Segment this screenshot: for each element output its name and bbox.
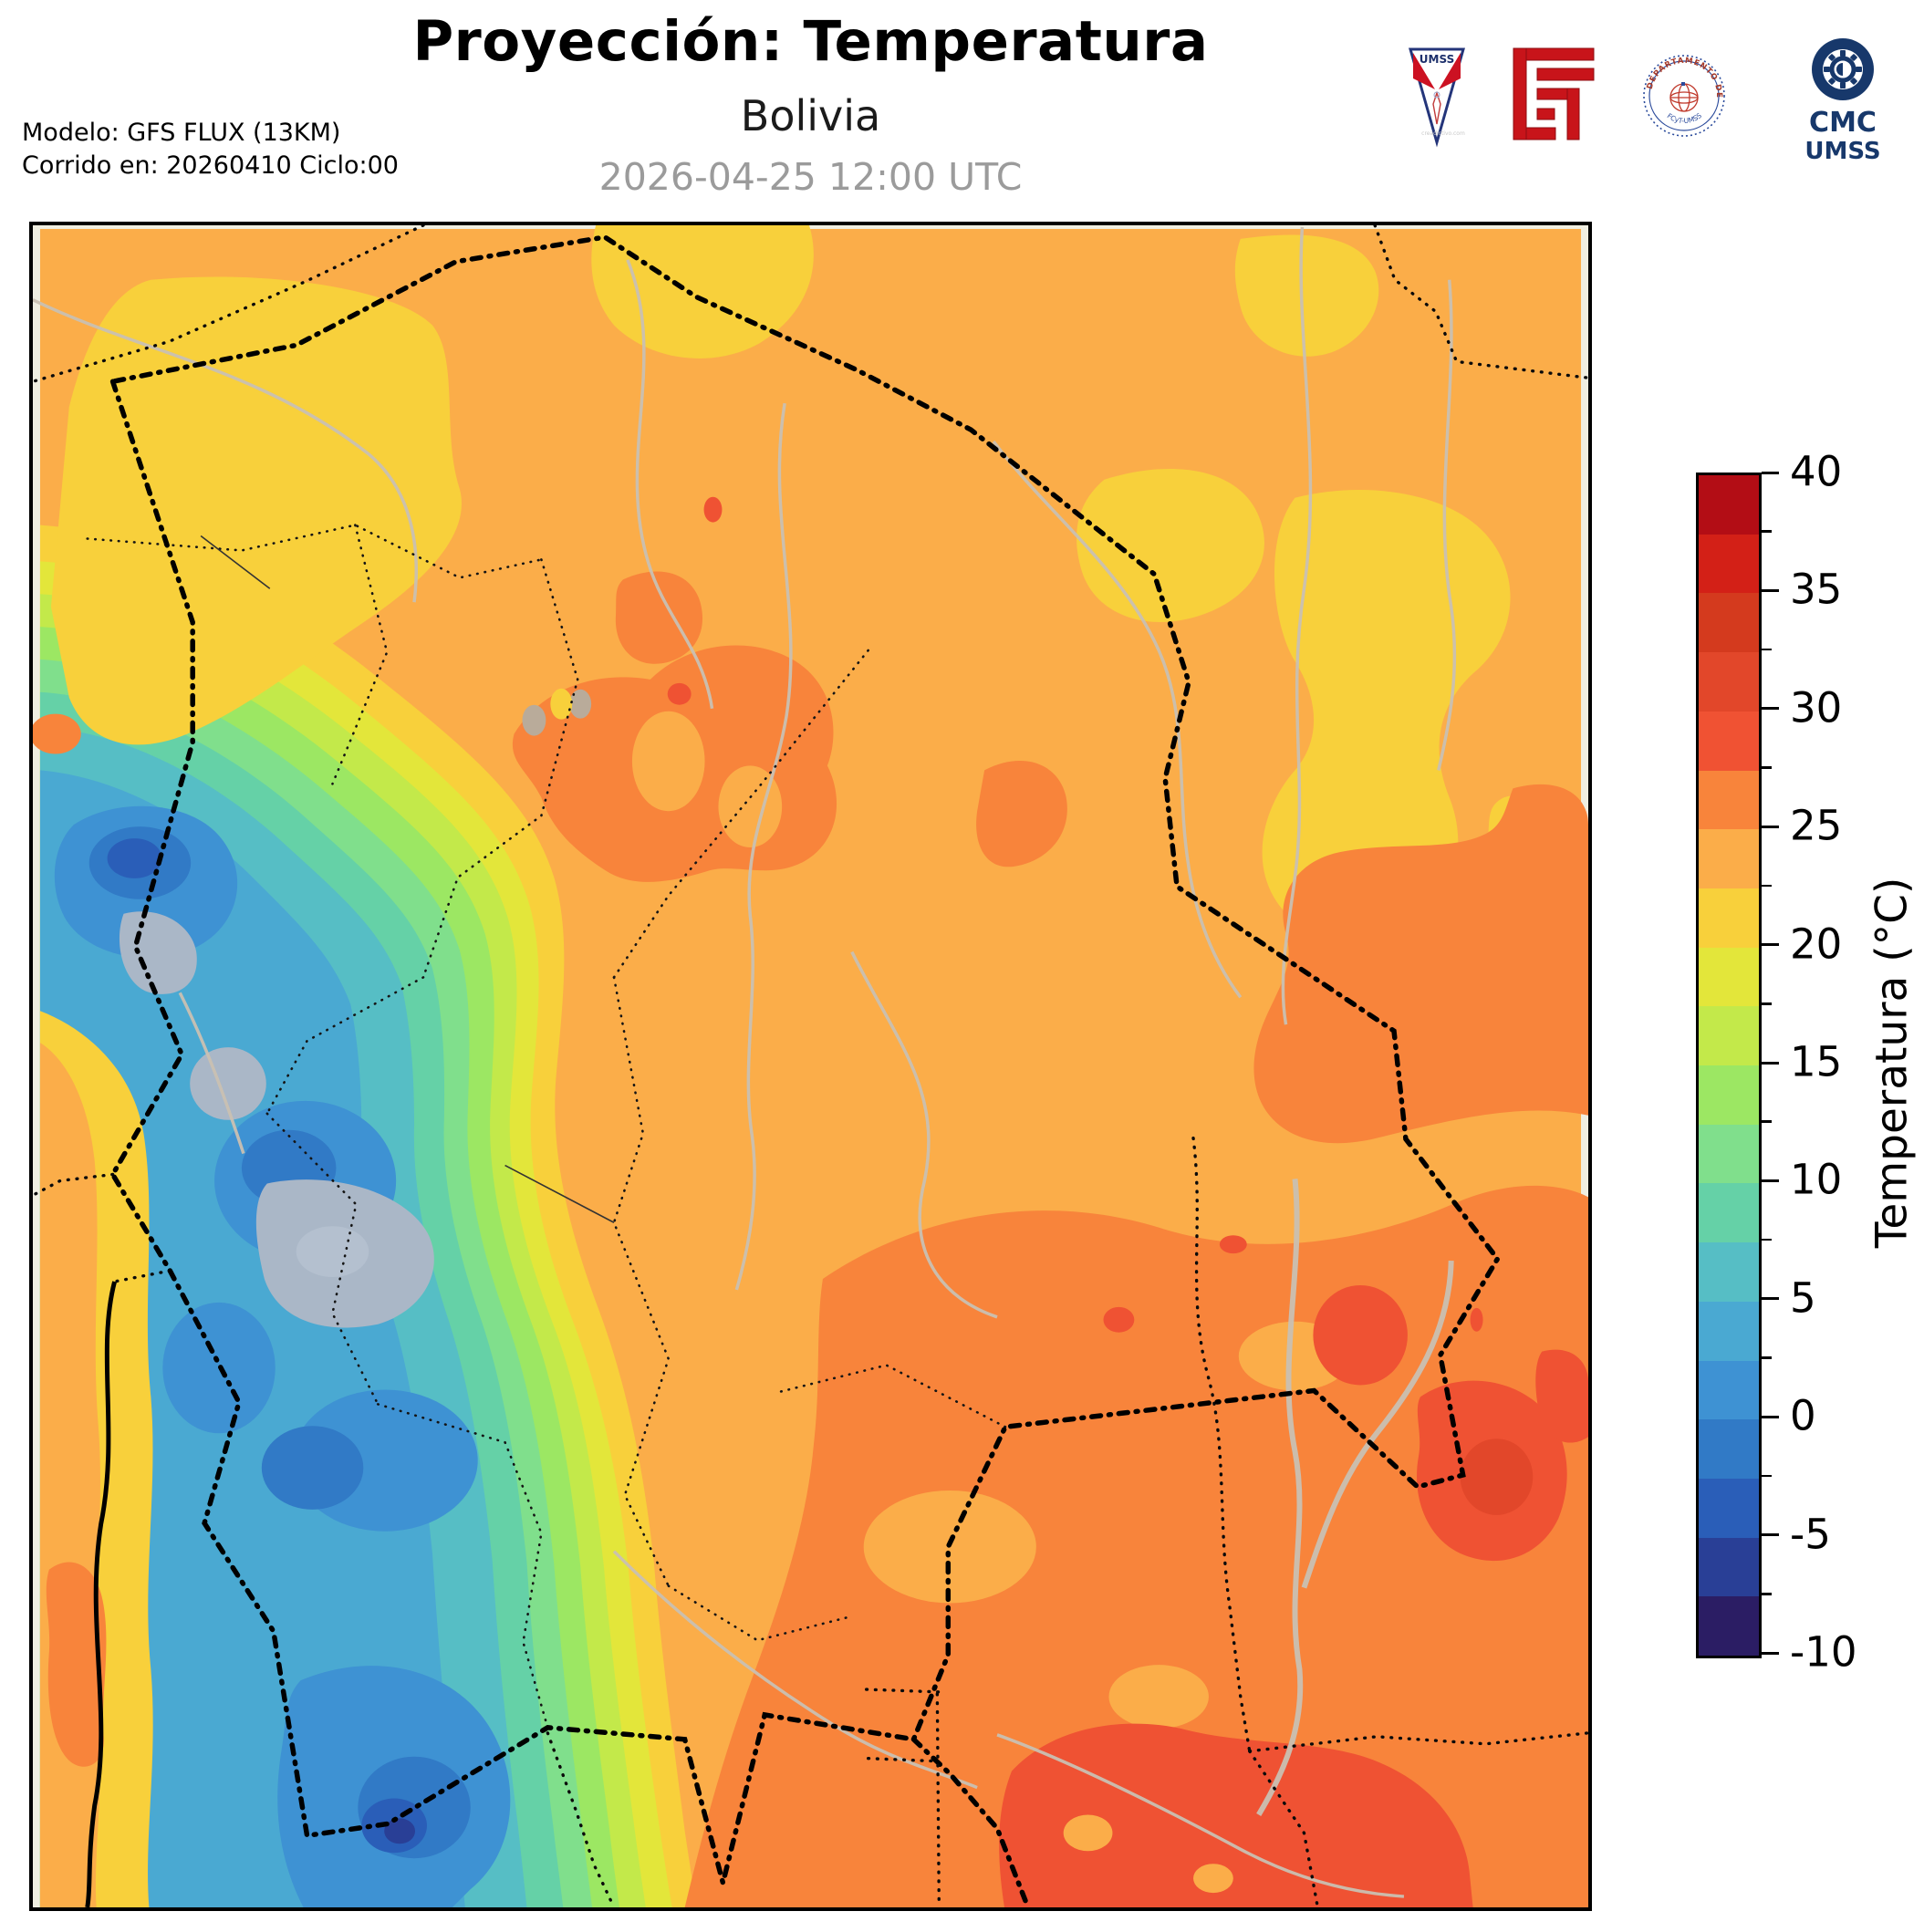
cmc-gear-icon — [1812, 38, 1874, 100]
umss-pennant-logo: UMSS creadictivo.com — [1407, 44, 1467, 151]
colorbar-band — [1699, 1242, 1759, 1302]
colorbar-tick-label: 20 — [1790, 919, 1843, 969]
colorbar-major-tick — [1762, 471, 1779, 474]
cmc-text: CMC — [1809, 107, 1877, 139]
pennant-red-right — [1439, 53, 1461, 89]
colorbar-band — [1699, 652, 1759, 712]
colorbar-band — [1699, 1478, 1759, 1538]
model-info: Modelo: GFS FLUX (13KM) Corrido en: 2026… — [22, 117, 399, 182]
pennant-emblem-dot — [1433, 91, 1440, 99]
seal-dot — [1681, 82, 1685, 86]
colorbar-major-tick — [1762, 1061, 1779, 1065]
seal-inner-ring — [1648, 60, 1720, 131]
colorbar-band — [1699, 888, 1759, 948]
colorbar-band — [1699, 534, 1759, 594]
colorbar-band — [1699, 1360, 1759, 1420]
colorbar-band — [1699, 1183, 1759, 1243]
fisica-department-seal: DEPARTAMENTO DE FÍSICA FCyT-UMSS — [1638, 34, 1726, 150]
seal-outer-ring — [1643, 55, 1725, 137]
colorbar-major-tick — [1762, 1179, 1779, 1182]
colorbar-band — [1699, 1006, 1759, 1066]
pennant-red-left — [1413, 53, 1435, 89]
colorbar-band — [1699, 1065, 1759, 1125]
colorbar-major-tick — [1762, 588, 1779, 592]
yellow-patch-nw — [50, 276, 462, 745]
colorbar-minor-tick — [1762, 1593, 1772, 1595]
fcyt-maze-glyph — [1513, 47, 1595, 140]
cmc-umss-logo: CMC UMSS — [1804, 33, 1881, 165]
colorbar-minor-tick — [1762, 530, 1772, 533]
colorbar-tick-label: 5 — [1790, 1273, 1816, 1323]
temperature-colorbar — [1696, 473, 1762, 1658]
colorbar-minor-tick — [1762, 766, 1772, 769]
forecast-datetime: 2026-04-25 12:00 UTC — [598, 155, 1023, 199]
colorbar-tick-label: -5 — [1790, 1510, 1831, 1559]
pennant-emblem — [1432, 90, 1441, 125]
colorbar-minor-tick — [1762, 648, 1772, 651]
bolivia-temperature-map — [33, 225, 1588, 1907]
page-title: Proyección: Temperatura — [412, 9, 1209, 74]
colorbar-major-tick — [1762, 1533, 1779, 1537]
hot-patch — [1313, 1284, 1408, 1386]
hot-patch-south — [999, 1723, 1473, 1907]
pacific-coastline — [85, 1281, 117, 1907]
colorbar-major-tick — [1762, 1297, 1779, 1301]
neighbor-country-borders — [33, 225, 1588, 1907]
colorbar-minor-tick — [1762, 1120, 1772, 1123]
colorbar-band — [1699, 947, 1759, 1007]
argentina-paraguay-border — [910, 1737, 1031, 1907]
colorbar-minor-tick — [1762, 1356, 1772, 1359]
colorbar-tick-label: 40 — [1790, 447, 1843, 496]
colorbar-minor-tick — [1762, 1238, 1772, 1241]
department-borders — [86, 524, 1007, 1729]
colorbar-tick-label: 0 — [1790, 1391, 1816, 1440]
colorbar-tick-label: 15 — [1790, 1037, 1843, 1086]
colorbar-minor-tick — [1762, 884, 1772, 888]
pennant-label: UMSS — [1420, 53, 1454, 66]
colorbar-major-tick — [1762, 825, 1779, 828]
orange-patch-center-north — [615, 571, 703, 664]
colorbar-band — [1699, 1596, 1759, 1657]
colorbar-band — [1699, 593, 1759, 653]
colorbar-tick-label: -10 — [1790, 1627, 1857, 1677]
colorbar-band — [1699, 475, 1759, 535]
temperature-field — [33, 225, 1588, 1907]
colorbar-axis-label: Temperatura (°C) — [1867, 877, 1918, 1249]
colorbar-tick-label: 10 — [1790, 1155, 1843, 1204]
colorbar-band — [1699, 1419, 1759, 1479]
colorbar-band — [1699, 770, 1759, 830]
cmc-umss-text: UMSS — [1806, 138, 1879, 162]
region-subtitle: Bolivia — [740, 91, 881, 140]
colorbar-band — [1699, 829, 1759, 888]
colorbar-minor-tick — [1762, 1474, 1772, 1478]
colorbar-tick-label: 30 — [1790, 683, 1843, 732]
rivers — [33, 226, 1457, 1898]
colorbar-band — [1699, 1537, 1759, 1597]
model-name: Modelo: GFS FLUX (13KM) — [22, 119, 341, 147]
colorbar-band — [1699, 1124, 1759, 1184]
salar-de-coipasa — [190, 1047, 266, 1120]
colorbar-tick-label: 25 — [1790, 801, 1843, 850]
bolivia-border — [109, 234, 1501, 1884]
map-canvas — [29, 222, 1592, 1911]
pennant-watermark: creadictivo.com — [1421, 130, 1465, 137]
fcyt-red-logo — [1513, 47, 1595, 148]
colorbar-major-tick — [1762, 1651, 1779, 1655]
colorbar-band — [1699, 1301, 1759, 1361]
colorbar-band — [1699, 711, 1759, 771]
colorbar-tick-label: 35 — [1790, 565, 1843, 614]
model-run: Corrido en: 20260410 Ciclo:00 — [22, 151, 399, 180]
colorbar-major-tick — [1762, 1415, 1779, 1418]
colorbar-major-tick — [1762, 943, 1779, 947]
colorbar-minor-tick — [1762, 1002, 1772, 1005]
colorbar-major-tick — [1762, 707, 1779, 711]
